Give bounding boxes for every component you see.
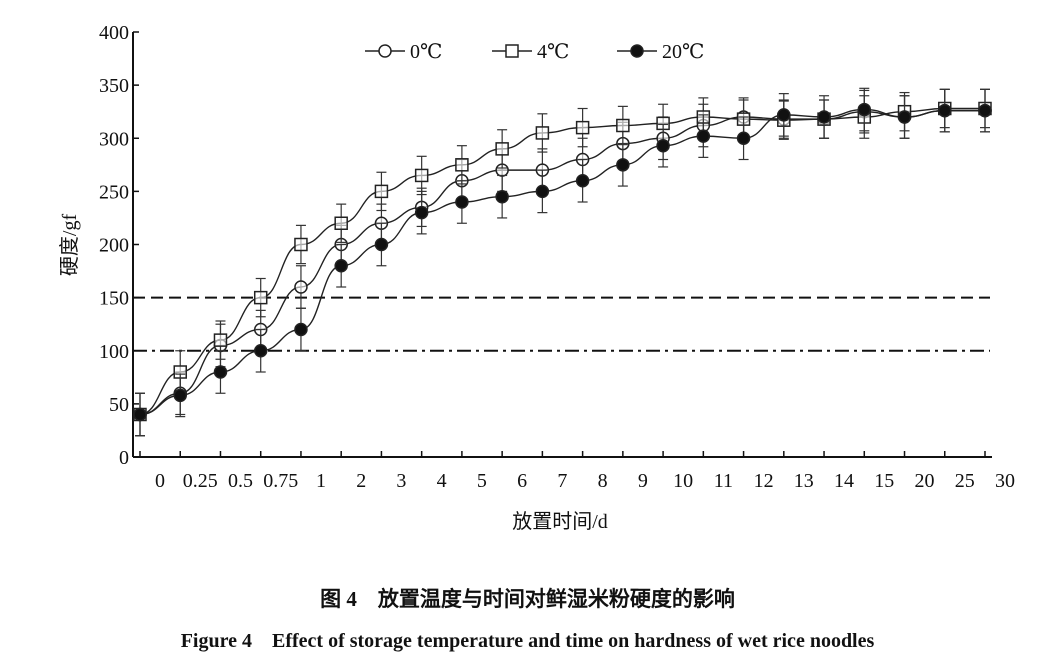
data-point — [575, 120, 590, 135]
data-point — [696, 129, 711, 143]
y-tick-label: 150 — [99, 288, 129, 310]
data-point — [736, 131, 751, 145]
data-point — [777, 108, 791, 122]
data-point — [294, 280, 308, 294]
series-line-2 — [139, 108, 985, 416]
x-tick-label: 2 — [356, 470, 366, 492]
y-tick-label: 300 — [99, 128, 129, 150]
y-tick-label: 200 — [99, 235, 129, 257]
y-tick-label: 350 — [99, 75, 129, 97]
data-point — [857, 102, 872, 117]
x-tick-label: 11 — [714, 470, 733, 492]
data-point — [334, 259, 348, 273]
series-line-1 — [139, 107, 985, 416]
x-tick-label: 0.75 — [263, 470, 298, 492]
data-point — [213, 333, 228, 347]
caption-cn: 图 4 放置温度与时间对鲜湿米粉硬度的影响 — [320, 587, 735, 611]
x-tick-label: 14 — [834, 470, 854, 492]
x-tick-label: 8 — [598, 470, 608, 492]
legend-marker — [378, 44, 392, 58]
caption-en: Figure 4 Effect of storage temperature a… — [180, 630, 875, 652]
legend-label: 0℃ — [410, 41, 442, 63]
x-tick-label: 0 — [155, 470, 165, 492]
legend-label: 4℃ — [537, 41, 569, 63]
data-point — [817, 110, 831, 124]
x-tick-label: 15 — [874, 470, 894, 492]
data-point — [535, 126, 550, 140]
x-tick-label: 10 — [673, 470, 693, 492]
data-point — [213, 365, 228, 379]
x-tick-label: 13 — [794, 470, 814, 492]
x-tick-label: 6 — [517, 470, 527, 492]
y-axis-label: 硬度/gf — [58, 214, 81, 277]
x-tick-label: 1 — [316, 470, 326, 492]
data-point — [374, 184, 389, 199]
y-tick-label: 50 — [109, 394, 129, 416]
data-point — [253, 344, 268, 358]
x-tick-label: 0.5 — [228, 470, 253, 492]
data-point — [897, 110, 912, 124]
data-point — [414, 168, 429, 183]
data-point — [616, 158, 630, 172]
legend-marker — [505, 44, 519, 58]
data-point — [374, 237, 389, 252]
data-point — [414, 205, 429, 220]
data-point — [253, 290, 268, 305]
x-tick-label: 4 — [437, 470, 447, 492]
data-point — [294, 237, 308, 252]
y-tick-label: 250 — [99, 181, 129, 203]
x-tick-label: 30 — [995, 470, 1015, 492]
x-tick-label: 9 — [638, 470, 648, 492]
series-line-0 — [139, 109, 985, 416]
x-tick-label: 3 — [396, 470, 406, 492]
data-point — [455, 195, 469, 209]
x-tick-label: 7 — [557, 470, 567, 492]
x-tick-label: 5 — [477, 470, 487, 492]
data-point — [455, 158, 469, 172]
x-tick-label: 0.25 — [183, 470, 218, 492]
data-point — [495, 142, 509, 156]
y-tick-label: 100 — [99, 341, 129, 363]
data-point — [133, 407, 147, 422]
x-tick-label: 20 — [915, 470, 935, 492]
data-point — [575, 174, 590, 188]
legend-label: 20℃ — [662, 41, 704, 63]
data-point — [294, 322, 308, 337]
y-tick-label: 400 — [99, 22, 129, 44]
data-point — [938, 103, 952, 118]
data-point — [495, 189, 509, 204]
x-tick-label: 25 — [955, 470, 975, 492]
data-point — [334, 216, 348, 230]
y-tick-label: 0 — [119, 447, 129, 469]
data-point — [656, 138, 670, 153]
legend-marker — [630, 44, 644, 58]
x-axis-label: 放置时间/d — [512, 510, 608, 533]
data-point — [173, 388, 187, 403]
data-point — [535, 184, 550, 199]
data-point — [978, 103, 992, 118]
data-point — [616, 118, 630, 133]
x-tick-label: 12 — [754, 470, 774, 492]
